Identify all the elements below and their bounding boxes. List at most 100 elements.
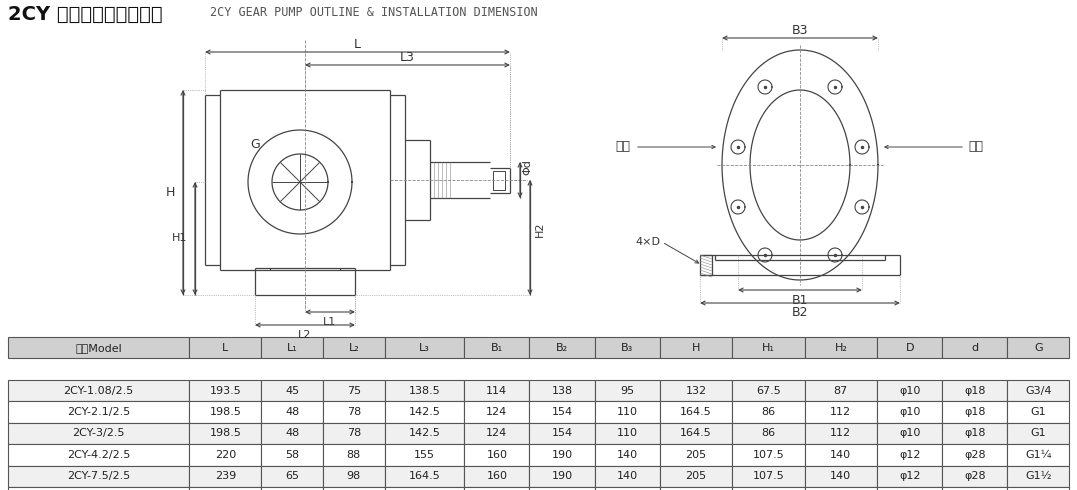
Text: φ10: φ10 <box>899 407 921 417</box>
Bar <box>464 466 530 487</box>
Text: 205: 205 <box>685 471 707 481</box>
Bar <box>942 444 1007 465</box>
Bar <box>190 487 262 490</box>
Bar <box>384 337 464 358</box>
Bar <box>323 401 384 423</box>
Text: 140: 140 <box>830 450 852 460</box>
Bar <box>595 337 660 358</box>
Bar <box>660 423 732 444</box>
Text: 110: 110 <box>617 407 638 417</box>
Bar <box>595 466 660 487</box>
Bar <box>464 380 530 401</box>
Text: H₂: H₂ <box>835 343 848 353</box>
Bar <box>464 487 530 490</box>
Text: B₃: B₃ <box>621 343 633 353</box>
Text: 142.5: 142.5 <box>408 428 440 439</box>
Text: L: L <box>222 343 228 353</box>
Bar <box>1007 337 1069 358</box>
Bar <box>805 380 877 401</box>
Text: 86: 86 <box>761 428 775 439</box>
Bar <box>877 401 942 423</box>
Text: 124: 124 <box>486 407 507 417</box>
Text: L1: L1 <box>323 317 337 327</box>
Bar <box>8 487 190 490</box>
Bar <box>8 423 190 444</box>
Text: B2: B2 <box>792 307 808 319</box>
Bar <box>1007 380 1069 401</box>
Bar <box>384 380 464 401</box>
Text: L₂: L₂ <box>349 343 360 353</box>
Bar <box>262 487 323 490</box>
Bar <box>8 337 190 358</box>
Bar <box>323 423 384 444</box>
Bar <box>530 337 595 358</box>
Text: 107.5: 107.5 <box>753 450 784 460</box>
Text: G1: G1 <box>1031 428 1046 439</box>
Text: 78: 78 <box>347 407 361 417</box>
Bar <box>732 337 805 358</box>
Text: 114: 114 <box>487 386 507 395</box>
Text: 95: 95 <box>620 386 634 395</box>
Text: φ10: φ10 <box>899 428 921 439</box>
Text: 107.5: 107.5 <box>753 471 784 481</box>
Bar <box>877 444 942 465</box>
Text: 67.5: 67.5 <box>756 386 781 395</box>
Text: G1¼: G1¼ <box>1025 450 1051 460</box>
Bar <box>660 337 732 358</box>
Text: 2CY GEAR PUMP OUTLINE & INSTALLATION DIMENSION: 2CY GEAR PUMP OUTLINE & INSTALLATION DIM… <box>210 6 537 19</box>
Text: 48: 48 <box>285 407 299 417</box>
Bar <box>530 444 595 465</box>
Text: 155: 155 <box>414 450 435 460</box>
Bar <box>8 444 190 465</box>
Text: L2: L2 <box>298 330 311 340</box>
Bar <box>530 380 595 401</box>
Text: G3/4: G3/4 <box>1025 386 1051 395</box>
Text: d: d <box>971 343 978 353</box>
Text: 154: 154 <box>551 428 573 439</box>
Text: 出口: 出口 <box>615 141 630 153</box>
Text: φ28: φ28 <box>964 471 985 481</box>
Bar <box>190 380 262 401</box>
Text: 110: 110 <box>617 428 638 439</box>
Bar <box>595 401 660 423</box>
Bar <box>190 423 262 444</box>
Bar <box>190 337 262 358</box>
Bar <box>262 337 323 358</box>
Text: 进口: 进口 <box>968 141 983 153</box>
Bar <box>262 466 323 487</box>
Bar <box>1007 466 1069 487</box>
Bar <box>942 380 1007 401</box>
Text: 87: 87 <box>834 386 848 395</box>
Bar <box>323 466 384 487</box>
Bar <box>323 380 384 401</box>
Text: φ12: φ12 <box>899 450 921 460</box>
Bar <box>1007 487 1069 490</box>
Text: 2CY-7.5/2.5: 2CY-7.5/2.5 <box>67 471 130 481</box>
Text: 112: 112 <box>830 428 852 439</box>
Text: 193.5: 193.5 <box>209 386 241 395</box>
Bar <box>660 466 732 487</box>
Bar <box>942 466 1007 487</box>
Text: 2CY-1.08/2.5: 2CY-1.08/2.5 <box>64 386 134 395</box>
Text: 65: 65 <box>285 471 299 481</box>
Text: B₁: B₁ <box>491 343 503 353</box>
Bar <box>595 444 660 465</box>
Bar <box>8 380 190 401</box>
Bar <box>190 466 262 487</box>
Text: 160: 160 <box>487 450 507 460</box>
Text: L3: L3 <box>400 51 415 65</box>
Bar <box>732 487 805 490</box>
Text: φ28: φ28 <box>964 450 985 460</box>
Bar <box>262 380 323 401</box>
Text: 45: 45 <box>285 386 299 395</box>
Text: L₁: L₁ <box>286 343 297 353</box>
Bar <box>732 423 805 444</box>
Bar <box>732 401 805 423</box>
Text: 190: 190 <box>551 471 573 481</box>
Text: φ12: φ12 <box>899 471 921 481</box>
Text: 239: 239 <box>214 471 236 481</box>
Text: B3: B3 <box>792 24 808 38</box>
Text: 138: 138 <box>551 386 573 395</box>
Bar <box>464 444 530 465</box>
Text: G: G <box>1034 343 1043 353</box>
